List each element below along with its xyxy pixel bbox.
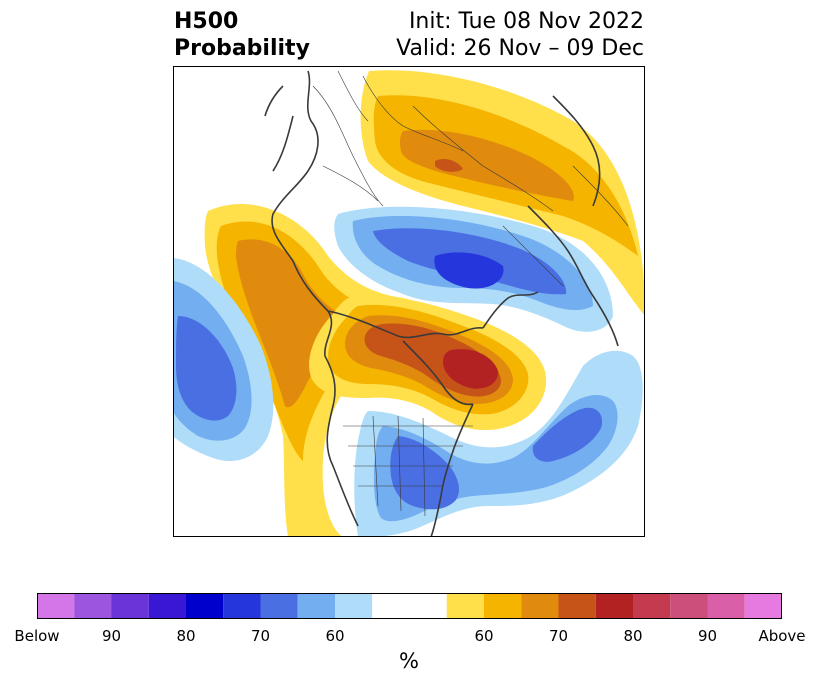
colorbar-tick-label: Above	[758, 627, 806, 645]
map-frame	[173, 66, 645, 537]
anomaly-arctic-negative	[334, 206, 613, 332]
colorbar-segment	[744, 593, 782, 619]
colorbar-segment	[484, 593, 522, 619]
colorbar-segment	[186, 593, 224, 619]
colorbar-unit-label: %	[399, 649, 419, 673]
colorbar-segment	[148, 593, 186, 619]
colorbar-segment	[521, 593, 559, 619]
colorbar-tick-label: Below	[14, 627, 60, 645]
colorbar-segment	[260, 593, 298, 619]
anomaly-east-pacific-negative	[173, 258, 274, 462]
colorbar-segment	[633, 593, 671, 619]
colorbar-segment	[670, 593, 708, 619]
colorbar-tick-label: 70	[250, 627, 271, 645]
init-date: Init: Tue 08 Nov 2022	[408, 9, 644, 34]
colorbar-segment	[446, 593, 484, 619]
colorbar-tick-label: 80	[176, 627, 196, 645]
coastlines	[264, 70, 619, 537]
colorbar-segment	[223, 593, 261, 619]
colorbar-tick-label: 80	[623, 627, 643, 645]
title-product: Probability	[174, 36, 310, 61]
colorbar-tick-label: 90	[101, 627, 122, 645]
colorbar-segment	[595, 593, 633, 619]
colorbar-segment	[111, 593, 149, 619]
colorbar-tick-label: 70	[548, 627, 569, 645]
anomaly-atlantic-negative	[354, 350, 643, 537]
colorbar-segment	[372, 593, 447, 619]
colorbar-tick-label: 60	[325, 627, 345, 645]
colorbar-segment	[707, 593, 745, 619]
colorbar-segment	[37, 593, 75, 619]
colorbar-tick-label: 60	[474, 627, 494, 645]
colorbar-segment	[558, 593, 596, 619]
anomaly-canada-positive	[309, 296, 547, 431]
colorbar-segment	[297, 593, 335, 619]
valid-range: Valid: 26 Nov – 09 Dec	[396, 36, 644, 61]
colorbar-segment	[335, 593, 373, 619]
colorbar-frame	[37, 593, 782, 619]
colorbar	[37, 593, 782, 619]
colorbar-segment	[74, 593, 112, 619]
colorbar-tick-label: 90	[697, 627, 718, 645]
map-subtitle: Init: Tue 08 Nov 2022 Valid: 26 Nov – 09…	[396, 8, 644, 62]
probability-map	[173, 66, 645, 537]
map-title: H500 Probability	[174, 8, 310, 62]
title-variable: H500	[174, 9, 239, 34]
anomaly-eurasia-positive	[360, 70, 645, 316]
country-borders	[312, 70, 629, 517]
